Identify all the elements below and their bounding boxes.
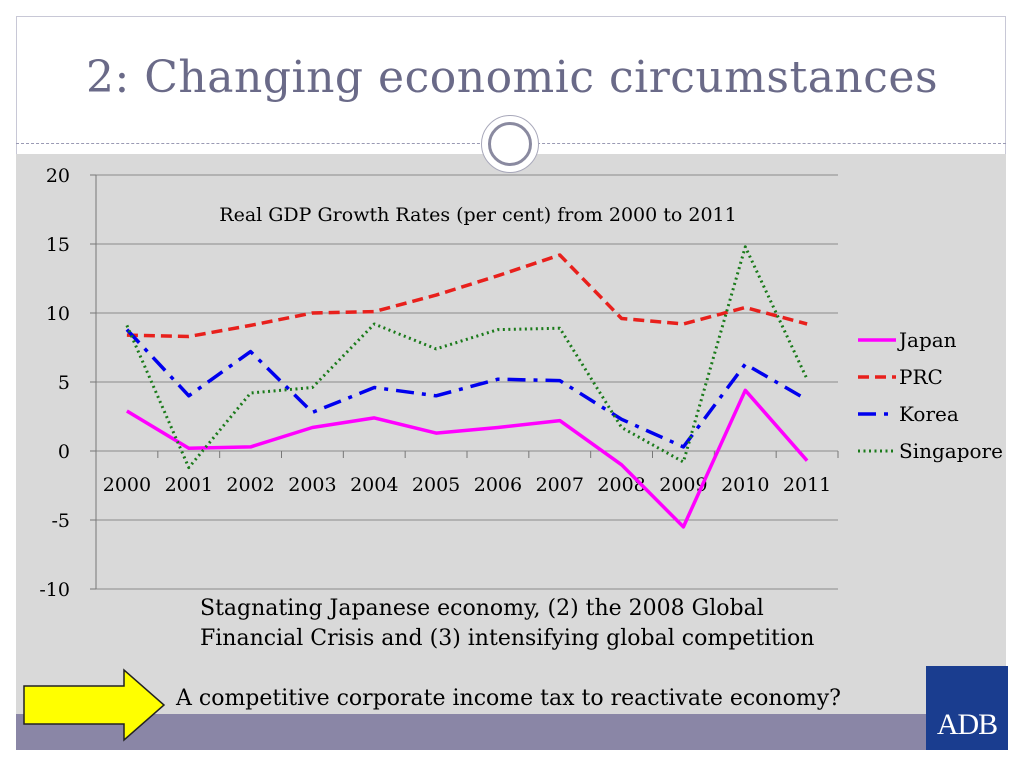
adb-logo-text: ADB [936, 708, 998, 741]
chart-legend: Japan PRC Korea Singapore [858, 328, 1003, 463]
adb-logo: ADB [926, 666, 1008, 750]
y-tick-label: 10 [46, 303, 70, 325]
slide-title: 2: Changing economic circumstances [85, 52, 939, 103]
chart-axes: -10 -5 0 5 10 15 20 2000 2001 2002 2003 2004 2005 200… [39, 165, 839, 601]
x-tick-label: 2005 [412, 474, 460, 496]
question-text: A competitive corporate income tax to re… [176, 686, 841, 711]
y-tick-label: 0 [58, 441, 70, 463]
slide-caption: Stagnating Japanese economy, (2) the 200… [200, 594, 900, 654]
y-tick-label: -5 [51, 510, 70, 532]
arrow-right-icon [22, 668, 168, 742]
chart-gridlines [96, 174, 838, 590]
footer-band [16, 714, 1006, 750]
legend-label: Japan [897, 328, 957, 352]
x-tick-label: 2006 [474, 474, 522, 496]
caption-line-2: Financial Crisis and (3) intensifying gl… [200, 626, 815, 651]
x-tick-label: 2010 [721, 474, 769, 496]
chart-title: Real GDP Growth Rates (per cent) from 20… [219, 204, 736, 226]
x-tick-label: 2004 [350, 474, 398, 496]
y-tick-label: 5 [58, 372, 70, 394]
x-tick-label: 2008 [597, 474, 645, 496]
x-tick-label: 2011 [783, 474, 831, 496]
x-tick-label: 2009 [659, 474, 707, 496]
circle-ornament-icon [481, 115, 539, 173]
x-tick-label: 2001 [165, 474, 213, 496]
x-tick-label: 2003 [288, 474, 336, 496]
y-tick-label: 15 [46, 234, 70, 256]
caption-line-1: Stagnating Japanese economy, (2) the 200… [200, 596, 764, 621]
content-background [16, 154, 1006, 714]
y-tick-label: 20 [46, 165, 70, 187]
legend-label: Singapore [899, 439, 1003, 463]
legend-label: PRC [899, 365, 943, 389]
series-line-singapore [125, 245, 809, 470]
series-line-korea [125, 328, 808, 449]
series-line-japan [125, 388, 809, 529]
x-tick-label: 2002 [226, 474, 274, 496]
y-tick-label: -10 [39, 579, 70, 601]
chart-series [125, 245, 809, 529]
x-tick-label: 2007 [536, 474, 584, 496]
x-tick-label: 2000 [103, 474, 151, 496]
legend-label: Korea [899, 402, 959, 426]
series-line-prc [126, 253, 808, 339]
